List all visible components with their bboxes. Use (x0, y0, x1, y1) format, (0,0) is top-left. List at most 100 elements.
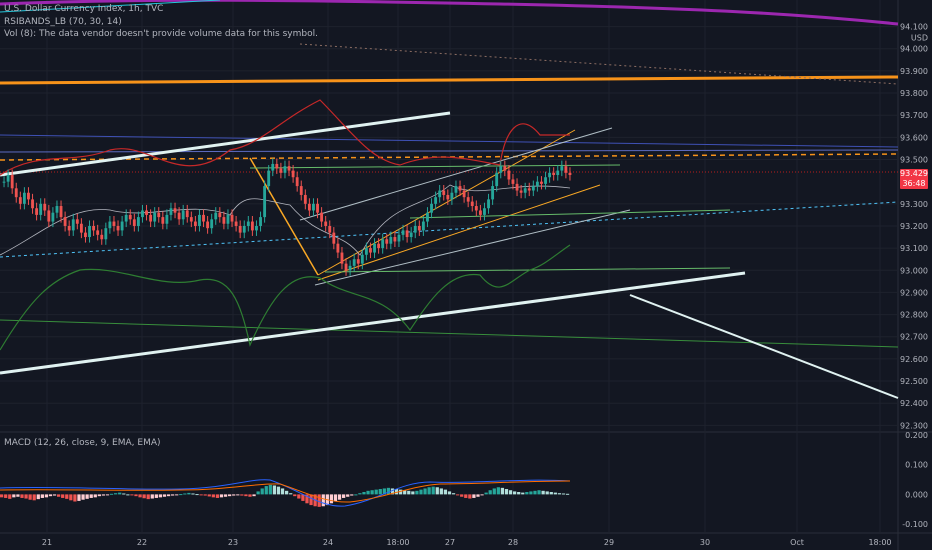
price-tick-label: 93.300 (900, 200, 928, 209)
time-tick-label: 21 (42, 538, 52, 547)
candle-body (393, 237, 397, 242)
candle-body (18, 197, 22, 204)
macd-histogram-bar (484, 492, 488, 495)
candle-body (307, 203, 311, 211)
macd-histogram-bar (297, 494, 301, 499)
time-tick-label: Oct (790, 538, 804, 547)
candle (120, 216, 124, 236)
candle (397, 229, 401, 248)
candle (234, 216, 238, 232)
candle (39, 198, 43, 221)
macd-histogram-bar (488, 490, 492, 495)
orange-dashed-level (0, 153, 899, 161)
macd-histogram-bar (256, 491, 260, 495)
macd-histogram-bar (158, 494, 163, 498)
time-tick-label: 22 (137, 538, 147, 547)
macd-histogram-bar (207, 494, 211, 497)
candlestick-series[interactable] (2, 158, 572, 276)
cyan-trendline (0, 0, 221, 13)
macd-histogram-bar (191, 493, 195, 495)
candle (132, 213, 136, 232)
macd-histogram-bar (419, 489, 423, 495)
macd-histogram-bar (472, 494, 476, 498)
macd-histogram-bar (533, 490, 537, 495)
candle-body (535, 181, 539, 187)
candle (6, 169, 10, 188)
candle-body (141, 210, 144, 218)
time-axis[interactable]: 21 22 23 24 18:00 27 28 29 30 Oct 18:00 (42, 538, 892, 547)
candle-body (356, 259, 360, 264)
green-horizontal (324, 267, 731, 273)
candle-body (31, 199, 34, 209)
candle-body (417, 225, 421, 231)
candle-body (360, 254, 364, 264)
candle (198, 209, 201, 232)
candle (417, 220, 421, 236)
macd-histogram-bar (439, 488, 443, 495)
candle (267, 165, 271, 192)
rsi-band-upper (0, 99, 570, 176)
macd-tick-label: 0.200 (905, 431, 928, 440)
candle-body (100, 234, 104, 240)
macd-histogram-bar (248, 494, 252, 497)
rsi-band-lower (0, 244, 571, 351)
macd-histogram-bar (374, 489, 378, 495)
candle (487, 193, 490, 214)
candle (210, 213, 214, 234)
candle (250, 216, 254, 236)
macd-legend[interactable]: MACD (12, 26, close, 9, EMA, EMA) (4, 438, 161, 448)
volume-legend[interactable]: Vol (8): The data vendor doesn't provide… (4, 29, 318, 39)
candle (328, 220, 332, 239)
price-axis[interactable]: 94.100 94.000 93.900 93.800 93.700 93.600 93.5… (900, 23, 928, 530)
candle-body (552, 172, 556, 176)
candle (458, 180, 462, 197)
candle (242, 220, 246, 239)
macd-histogram-bar (183, 493, 187, 495)
candle (336, 238, 340, 259)
drawings-layer (0, 0, 899, 399)
macd-histogram-bar (525, 492, 529, 495)
candle (31, 193, 34, 214)
candle-body (369, 248, 372, 253)
candle-body (226, 214, 230, 224)
candle (92, 220, 96, 236)
candle (22, 187, 26, 210)
candle-body (22, 192, 26, 204)
candle-body (88, 225, 91, 238)
macd-histogram-bar (508, 490, 513, 495)
candle-body (6, 175, 10, 182)
time-tick-label: 18:00 (386, 538, 409, 547)
candle-body (108, 221, 112, 229)
candle (141, 204, 144, 223)
candle (356, 253, 360, 270)
candle-body (287, 166, 291, 171)
candle (568, 167, 572, 181)
macd-histogram-bar (20, 494, 24, 498)
candle (344, 258, 348, 276)
macd-histogram-bar (346, 494, 350, 497)
rsi-bands-legend[interactable]: RSIBANDS_LB (70, 30, 14) (4, 17, 122, 27)
macd-histogram-bar (146, 494, 150, 500)
candle-body (474, 206, 478, 211)
macd-histogram-bar (541, 490, 545, 495)
macd-tick-label: 0.100 (905, 461, 928, 470)
symbol-legend[interactable]: U.S. Dollar Currency Index, 1h, TVC (4, 4, 164, 14)
candle (413, 220, 417, 239)
candle (295, 171, 299, 192)
macd-histogram-bar (305, 494, 309, 504)
macd-histogram-bar (12, 494, 16, 498)
macd-histogram-bar (77, 494, 81, 501)
candle-body (491, 186, 495, 200)
candle-body (206, 221, 210, 229)
time-tick-label: 28 (508, 538, 518, 547)
candle-body (263, 186, 267, 218)
candle (442, 184, 446, 201)
macd-histogram-bar (553, 492, 557, 495)
candle-body (218, 212, 222, 218)
candle (153, 207, 157, 228)
candle-body (344, 263, 348, 271)
candle (255, 220, 258, 236)
candle-body (67, 225, 71, 231)
macd-histogram-bar (285, 490, 289, 495)
